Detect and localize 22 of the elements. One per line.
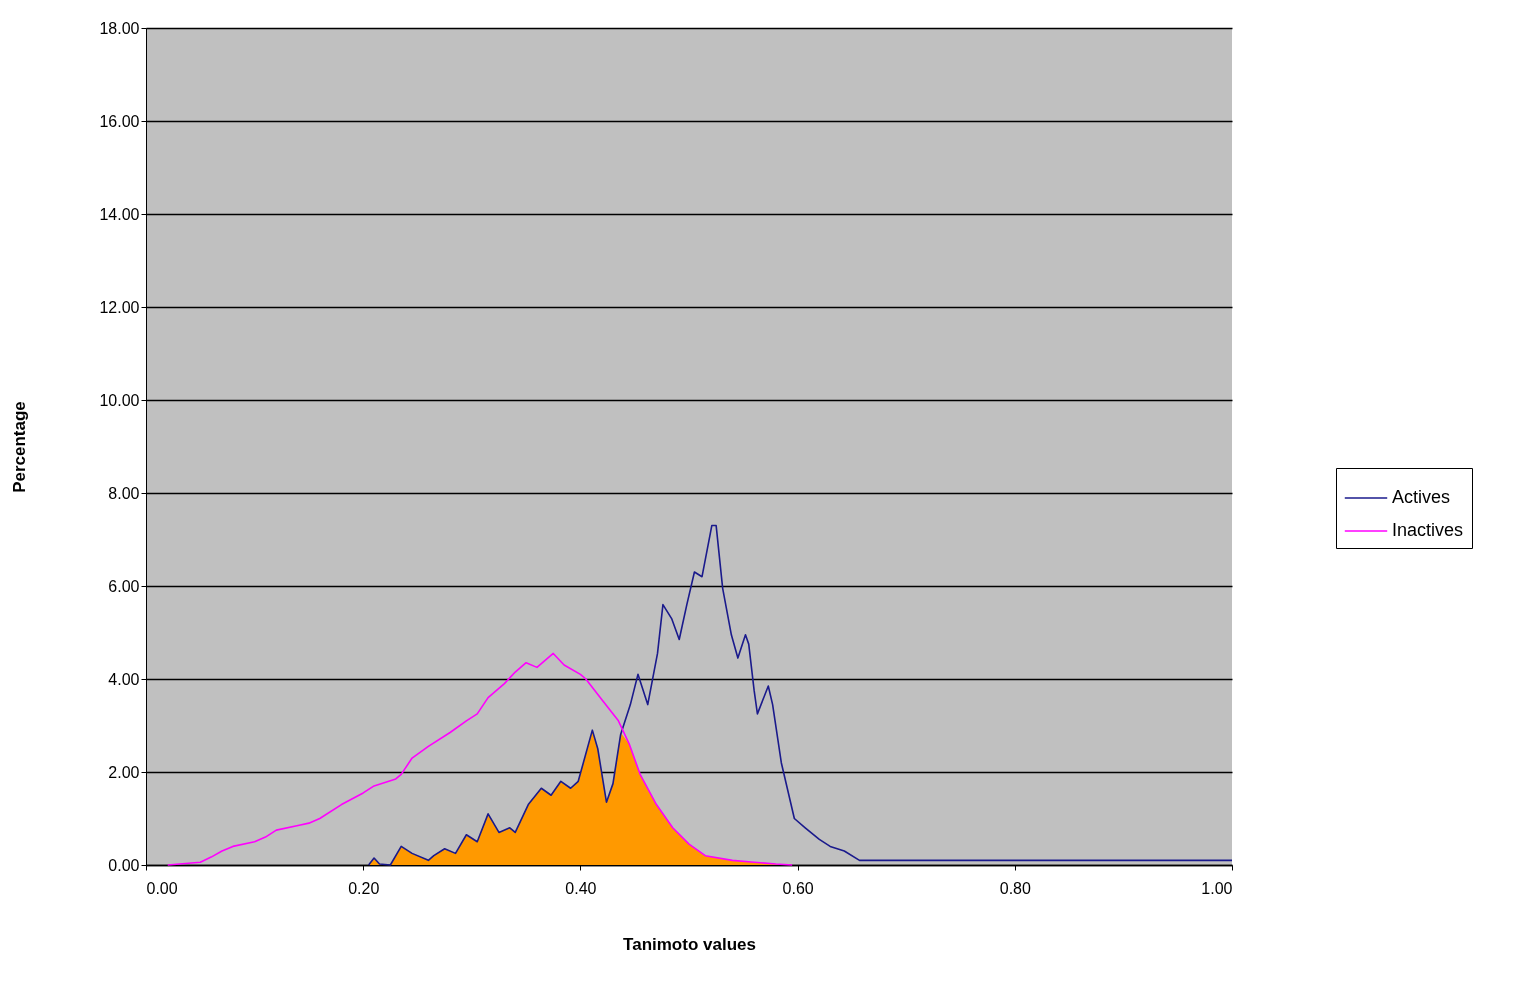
y-tick-label: 8.00 [108, 484, 140, 502]
y-tick-label: 10.00 [99, 391, 140, 409]
line-series [367, 524, 1233, 866]
x-tick-label: 0.00 [146, 879, 178, 897]
y-tick-label: 14.00 [99, 205, 140, 223]
legend-label: Actives [1392, 487, 1451, 507]
legend-label: Inactives [1392, 520, 1464, 540]
x-tick-label: 0.80 [999, 879, 1031, 897]
y-tick-label: 4.00 [108, 670, 140, 688]
y-tick-label: 0.00 [108, 856, 140, 874]
x-tick-label: 1.00 [1201, 879, 1233, 897]
x-tick-label: 0.40 [565, 879, 597, 897]
y-axis-title: Percentage [10, 401, 30, 493]
y-tick-label: 2.00 [108, 763, 140, 781]
y-tick-label: 16.00 [99, 112, 140, 130]
y-tick-label: 12.00 [99, 298, 140, 316]
x-tick-label: 0.60 [782, 879, 814, 897]
x-axis-title: Tanimoto values [623, 934, 756, 954]
x-tick-label: 0.20 [348, 879, 380, 897]
y-tick-label: 18.00 [99, 19, 140, 37]
line-series [166, 652, 793, 866]
y-tick-label: 6.00 [108, 577, 140, 595]
